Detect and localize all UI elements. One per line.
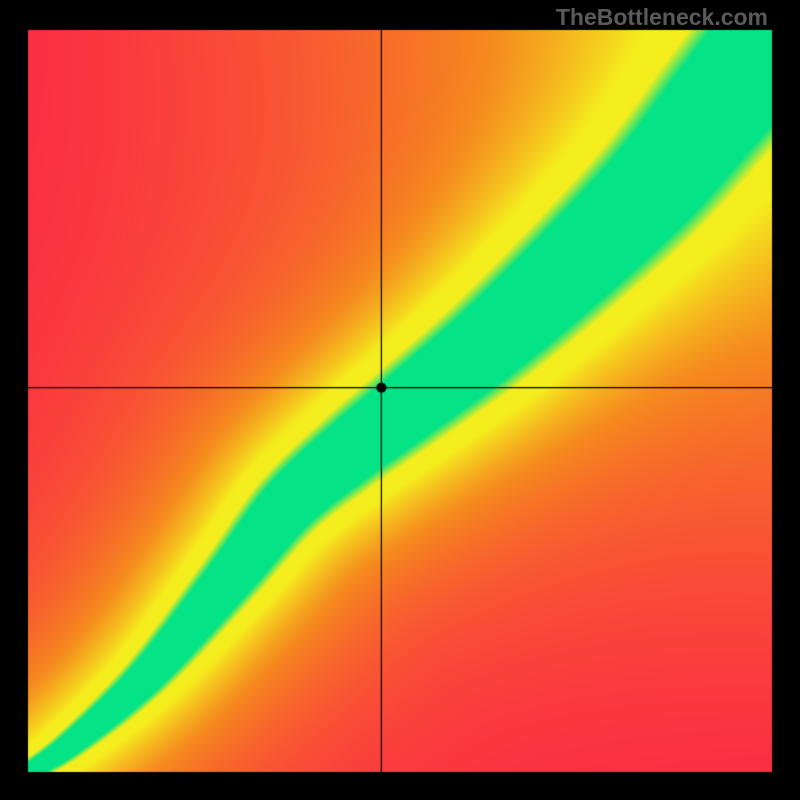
bottleneck-heatmap: [0, 0, 800, 800]
chart-frame: { "watermark": { "text": "TheBottleneck.…: [0, 0, 800, 800]
watermark-text: TheBottleneck.com: [556, 4, 768, 31]
